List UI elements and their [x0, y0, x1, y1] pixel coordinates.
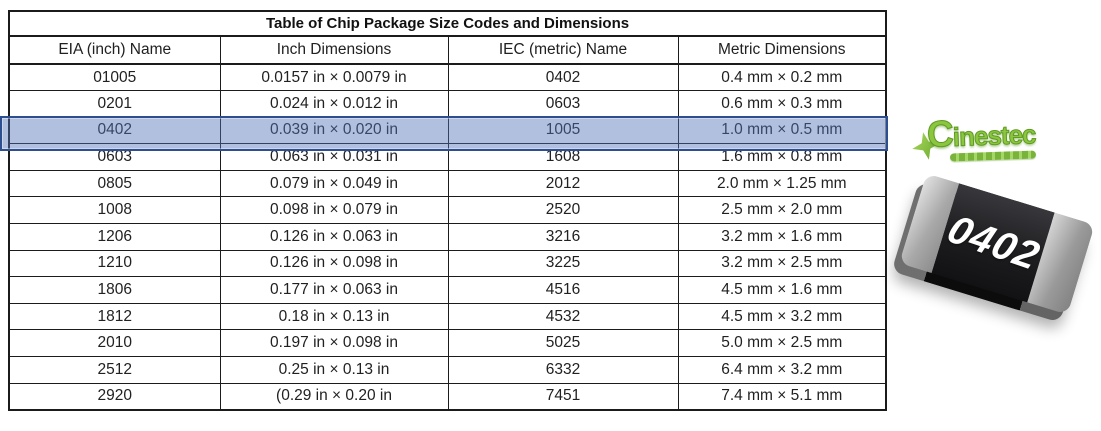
table-cell: 0.126 in × 0.098 in: [219, 249, 449, 278]
table-cell: 0402: [447, 63, 679, 92]
table-cell: (0.29 in × 0.20 in: [219, 382, 449, 411]
table-row: 2920 (0.29 in × 0.20 in 7451 7.4 mm × 5.1 m…: [8, 382, 887, 411]
logo-tagline-bar: [949, 150, 1037, 162]
table-cell: 0.177 in × 0.063 in: [219, 276, 449, 304]
table-body: 01005 0.0157 in × 0.0079 in 0402 0.4 mm × 0…: [8, 63, 887, 411]
table-cell: 0.039 in × 0.020 in: [219, 116, 449, 145]
table-title-row: Table of Chip Package Size Codes and Dim…: [8, 10, 887, 37]
table-cell: 0.126 in × 0.063 in: [219, 223, 449, 251]
table-cell: 0.0157 in × 0.0079 in: [219, 63, 449, 92]
table-cell: 2.0 mm × 1.25 mm: [677, 169, 887, 198]
table-cell: 0603: [447, 90, 679, 118]
table-cell: 1.6 mm × 0.8 mm: [677, 143, 887, 171]
table-row: 1206 0.126 in × 0.063 in 3216 3.2 mm × 1.6 …: [8, 223, 887, 251]
table-cell: 0805: [8, 169, 221, 198]
chip-label: 0402: [940, 206, 1046, 278]
chip-resistor-photo: 0402: [891, 173, 1099, 323]
table-cell: 0.25 in × 0.13 in: [219, 356, 449, 384]
table-cell: 1206: [8, 223, 221, 251]
table-cell: 3225: [447, 249, 679, 278]
table-cell: 1812: [8, 302, 221, 331]
table-cell: 0.197 in × 0.098 in: [219, 329, 449, 358]
table-cell: 2920: [8, 382, 221, 411]
column-header-iec-name: IEC (metric) Name: [447, 35, 679, 65]
table-title: Table of Chip Package Size Codes and Dim…: [8, 10, 887, 37]
table-cell: 0.6 mm × 0.3 mm: [677, 90, 887, 118]
table-cell: 1008: [8, 196, 221, 225]
table-cell: 0.024 in × 0.012 in: [219, 90, 449, 118]
cinestec-logo: Cinestec: [912, 108, 1057, 170]
table-cell: 1.0 mm × 0.5 mm: [677, 116, 887, 145]
table-row: 1806 0.177 in × 0.063 in 4516 4.5 mm × 1.6 …: [8, 276, 887, 304]
table-cell: 2512: [8, 356, 221, 384]
column-header-eia-name: EIA (inch) Name: [8, 35, 221, 65]
table-cell: 4.5 mm × 3.2 mm: [677, 302, 887, 331]
table-row: 2010 0.197 in × 0.098 in 5025 5.0 mm × 2.5 …: [8, 329, 887, 358]
table-cell: 7.4 mm × 5.1 mm: [677, 382, 887, 411]
table-cell: 2.5 mm × 2.0 mm: [677, 196, 887, 225]
table-cell: 0.079 in × 0.049 in: [219, 169, 449, 198]
table-cell: 01005: [8, 63, 221, 92]
table-cell: 0.18 in × 0.13 in: [219, 302, 449, 331]
table-cell: 3216: [447, 223, 679, 251]
table-cell: 4.5 mm × 1.6 mm: [677, 276, 887, 304]
table-cell: 7451: [447, 382, 679, 411]
table-cell: 0.4 mm × 0.2 mm: [677, 63, 887, 92]
table-cell: 1806: [8, 276, 221, 304]
table-row: 2512 0.25 in × 0.13 in 6332 6.4 mm × 3.2 mm: [8, 356, 887, 384]
table-cell: 5025: [447, 329, 679, 358]
table-row: 1812 0.18 in × 0.13 in 4532 4.5 mm × 3.2 mm: [8, 302, 887, 331]
table-row: 0603 0.063 in × 0.031 in 1608 1.6 mm × 0.8 …: [8, 143, 887, 171]
table-row: 1008 0.098 in × 0.079 in 2520 2.5 mm × 2.0 …: [8, 196, 887, 225]
table-header-row: EIA (inch) Name Inch Dimensions IEC (met…: [8, 35, 887, 65]
table-cell: 3.2 mm × 1.6 mm: [677, 223, 887, 251]
table-row-highlighted: 0402 0.039 in × 0.020 in 1005 1.0 mm × 0.5 …: [8, 116, 887, 145]
table-cell: 2520: [447, 196, 679, 225]
table-cell: 2010: [8, 329, 221, 358]
chip-size-table-grid: Table of Chip Package Size Codes and Dim…: [8, 10, 888, 411]
chip-size-table: Table of Chip Package Size Codes and Dim…: [8, 10, 888, 411]
table-cell: 4532: [447, 302, 679, 331]
table-row: 0805 0.079 in × 0.049 in 2012 2.0 mm × 1.25…: [8, 169, 887, 198]
column-header-inch-dimensions: Inch Dimensions: [219, 35, 449, 65]
table-cell: 0603: [8, 143, 221, 171]
table-cell: 6332: [447, 356, 679, 384]
table-row: 0201 0.024 in × 0.012 in 0603 0.6 mm × 0.3 …: [8, 90, 887, 118]
table-cell: 0.098 in × 0.079 in: [219, 196, 449, 225]
table-cell: 1608: [447, 143, 679, 171]
table-cell: 5.0 mm × 2.5 mm: [677, 329, 887, 358]
table-cell: 3.2 mm × 2.5 mm: [677, 249, 887, 278]
logo-text: Cinestec: [926, 113, 1037, 156]
table-cell: 1005: [447, 116, 679, 145]
table-row: 01005 0.0157 in × 0.0079 in 0402 0.4 mm × 0…: [8, 63, 887, 92]
column-header-metric-dimensions: Metric Dimensions: [677, 35, 887, 65]
table-cell: 1210: [8, 249, 221, 278]
table-cell: 4516: [447, 276, 679, 304]
table-cell: 6.4 mm × 3.2 mm: [677, 356, 887, 384]
table-row: 1210 0.126 in × 0.098 in 3225 3.2 mm × 2.5 …: [8, 249, 887, 278]
table-cell: 0402: [8, 116, 221, 145]
table-cell: 0201: [8, 90, 221, 118]
table-cell: 2012: [447, 169, 679, 198]
table-cell: 0.063 in × 0.031 in: [219, 143, 449, 171]
